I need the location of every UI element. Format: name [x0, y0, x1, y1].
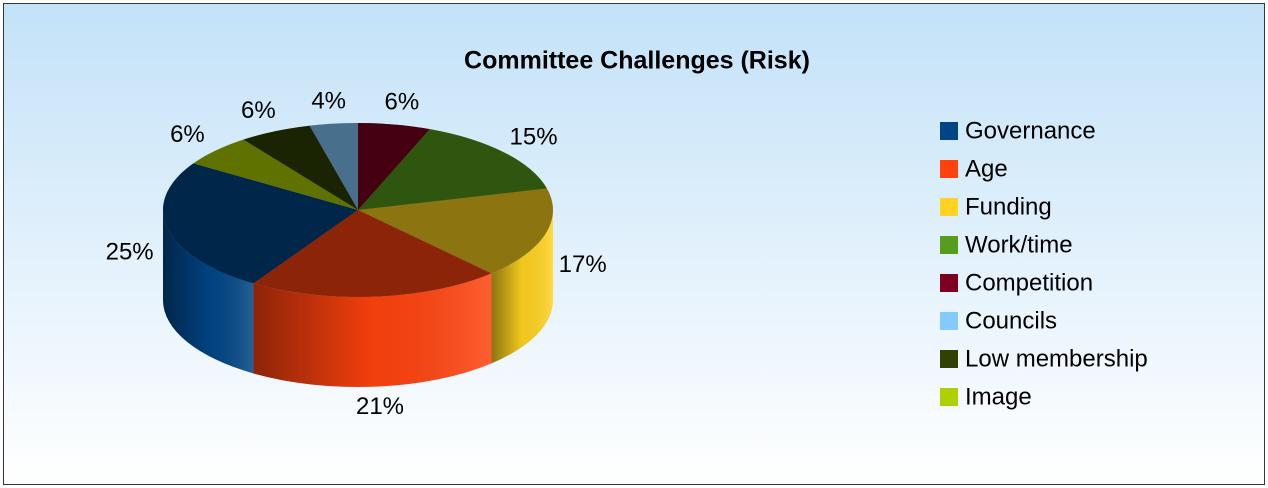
pie-slice: [358, 188, 553, 274]
legend-swatch: [940, 160, 958, 178]
pie-slice: [243, 125, 358, 210]
data-label: 6%: [385, 89, 420, 116]
side-shade: [491, 210, 554, 364]
pie-slice: [162, 163, 358, 284]
data-label: 25%: [106, 239, 154, 266]
side-shade: [163, 210, 254, 374]
legend-swatch: [940, 350, 958, 368]
legend-swatch: [940, 198, 958, 216]
pie-slice: [358, 123, 430, 210]
pie-slice: [253, 210, 492, 297]
pie-slice: [309, 123, 358, 210]
legend-label: Funding: [965, 193, 1052, 220]
data-label: 15%: [510, 123, 558, 150]
pie-slice: [193, 139, 358, 210]
legend-label: Governance: [965, 117, 1096, 144]
data-label: 6%: [241, 97, 276, 124]
legend-label: Work/time: [965, 231, 1073, 258]
legend-swatch: [940, 236, 958, 254]
legend-swatch: [940, 122, 958, 140]
chart-title: Committee Challenges (Risk): [464, 47, 810, 75]
legend-label: Low membership: [965, 345, 1148, 372]
side-shade: [253, 273, 492, 387]
top-shade: [163, 123, 553, 297]
pie-slice: [358, 129, 547, 210]
legend-swatch: [940, 388, 958, 406]
legend-label: Image: [965, 383, 1032, 410]
data-label: 21%: [356, 393, 404, 420]
data-label: 4%: [311, 87, 346, 114]
legend-label: Age: [965, 155, 1008, 182]
data-label: 17%: [559, 251, 607, 278]
legend-label: Competition: [965, 269, 1093, 296]
legend-swatch: [940, 274, 958, 292]
legend-label: Councils: [965, 307, 1057, 334]
data-label: 6%: [170, 121, 205, 148]
legend-swatch: [940, 312, 958, 330]
